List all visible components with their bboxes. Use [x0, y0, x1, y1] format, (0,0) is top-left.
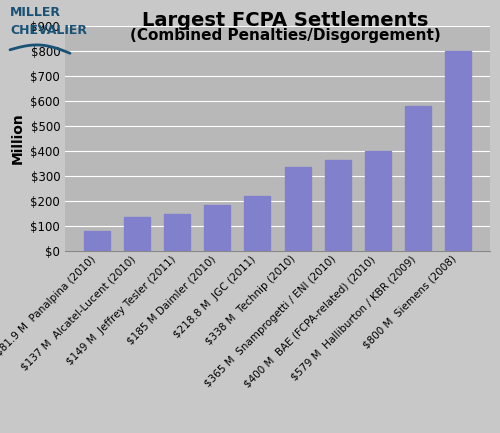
Bar	[244, 197, 270, 251]
Y-axis label: Million: Million	[11, 113, 25, 165]
Text: MILLER: MILLER	[10, 6, 61, 19]
Bar	[364, 151, 390, 251]
Text: Largest FCPA Settlements: Largest FCPA Settlements	[142, 11, 428, 30]
Bar	[404, 106, 430, 251]
Bar	[124, 217, 150, 251]
Bar	[444, 51, 470, 251]
Bar	[284, 167, 310, 251]
Text: CHEVALIER: CHEVALIER	[10, 24, 87, 37]
Bar	[84, 231, 110, 251]
Bar	[324, 160, 350, 251]
Text: (Combined Penalties/Disgorgement): (Combined Penalties/Disgorgement)	[130, 28, 440, 43]
Bar	[204, 205, 231, 251]
Bar	[164, 214, 190, 251]
